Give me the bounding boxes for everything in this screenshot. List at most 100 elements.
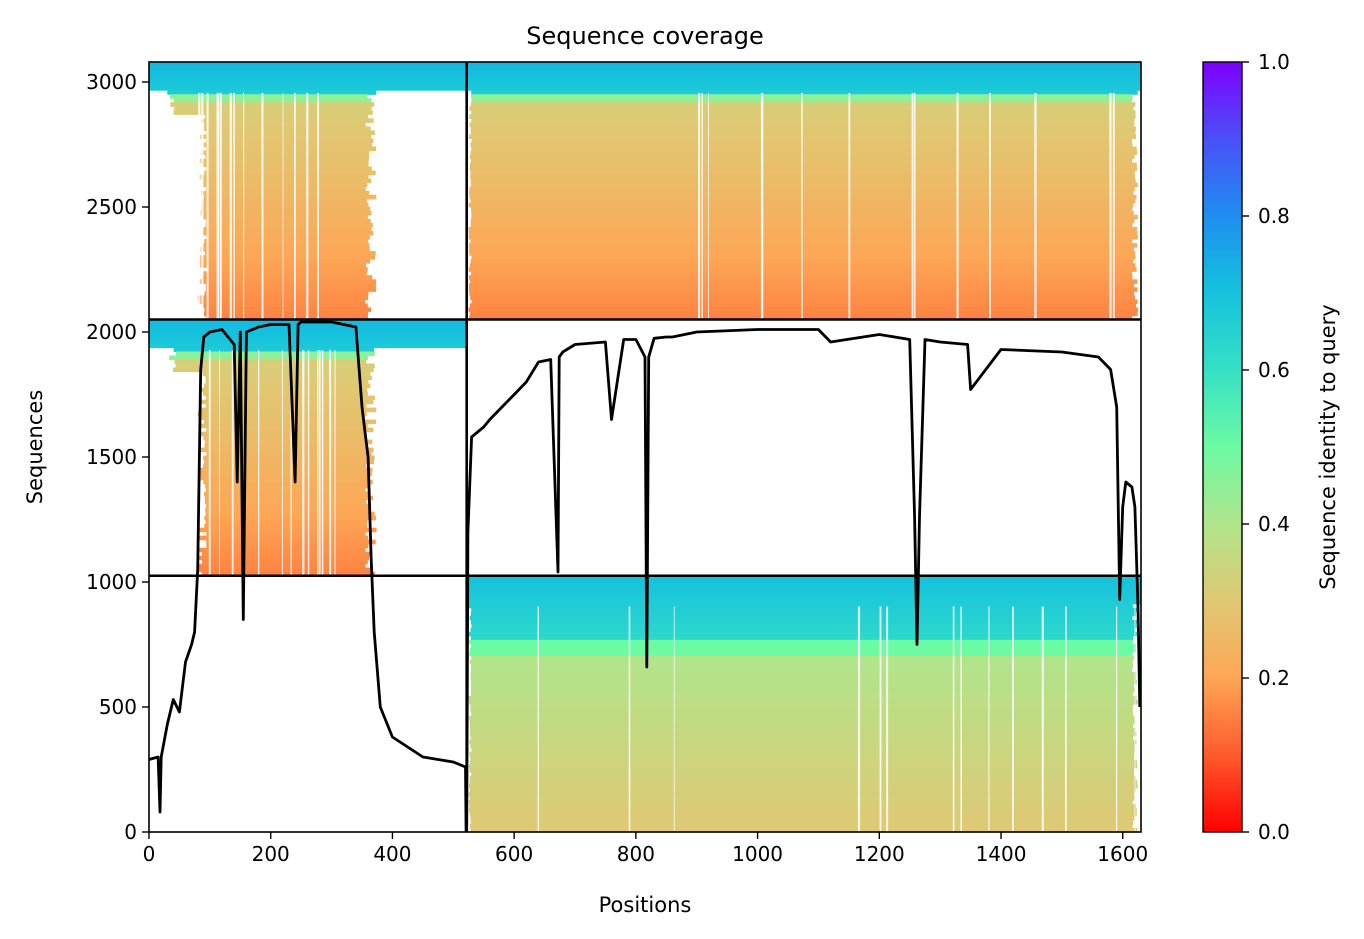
msa-row [470,198,1136,204]
msa-gap-column [216,92,219,320]
msa-row [203,479,373,485]
msa-row [471,90,1138,95]
msa-row [202,231,374,236]
msa-row [204,495,374,501]
msa-row [173,347,374,353]
msa-row [470,619,1138,625]
msa-row [470,130,1136,135]
msa-row [200,399,374,405]
msa-row [206,166,372,172]
y-tick-label: 3000 [86,70,137,94]
msa-row [470,102,1136,107]
msa-row [169,94,368,99]
msa-row [198,279,377,284]
msa-row [470,727,1136,733]
msa-row [198,527,377,533]
msa-row [471,663,1133,669]
msa-gap-column [848,92,851,320]
msa-row [149,74,467,79]
msa-row [205,287,377,292]
msa-row [469,243,1138,248]
msa-row [466,82,1141,87]
msa-row [203,303,368,308]
msa-row [204,459,374,465]
msa-row [469,775,1136,781]
x-tick-label: 400 [373,842,411,866]
msa-row [201,162,369,168]
msa-row [149,335,467,341]
msa-row [471,214,1138,220]
msa-row [173,110,373,115]
msa-row [202,198,368,204]
msa-row [466,66,1141,71]
msa-gap-column [318,350,321,576]
msa-gap-column [701,92,703,320]
msa-row [470,824,1133,829]
x-tick-label: 200 [252,842,290,866]
msa-row [470,126,1136,131]
msa-row [470,691,1133,697]
msa-row [468,603,1133,609]
msa-row [149,78,467,83]
msa-row [471,771,1135,777]
msa-row [469,699,1138,705]
msa-row [149,82,467,87]
msa-row [471,643,1136,649]
msa-row [471,110,1136,115]
msa-row [200,247,370,252]
msa-row [206,235,370,240]
msa-row [205,315,368,321]
msa-row [206,427,374,433]
msa-gap-column [317,350,319,576]
msa-row [466,583,1141,589]
msa-row [470,150,1138,156]
msa-row [468,792,1135,797]
msa-row [471,655,1134,661]
msa-row [149,62,467,67]
msa-row [468,695,1137,701]
colorbar-ticks: 0.0 0.2 0.4 0.6 0.8 1.0 [1242,50,1290,844]
msa-row [206,138,374,143]
msa-row [470,611,1136,617]
msa-row [470,667,1132,673]
msa-row [469,804,1137,809]
msa-row [205,154,370,160]
colorbar-tick-label: 0.0 [1258,820,1290,844]
x-axis-label: Positions [599,893,692,917]
msa-row [199,158,369,164]
msa-row [201,387,368,393]
msa-row [198,467,373,473]
msa-row [203,271,367,276]
y-tick-label: 2000 [86,320,137,344]
y-tick-label: 0 [124,820,137,844]
msa-row [204,523,367,529]
msa-row [201,275,373,280]
msa-row [470,788,1136,793]
msa-row [469,779,1138,785]
msa-row [203,142,373,148]
msa-gap-column [243,92,245,320]
msa-gap-column [281,350,283,576]
msa-row [468,808,1137,813]
msa-gap-column [219,350,220,576]
msa-row [468,631,1137,637]
msa-row [471,607,1138,613]
msa-row [470,635,1134,641]
msa-gap-column [1041,606,1044,832]
msa-row [468,235,1138,240]
msa-row [198,255,375,260]
msa-row [470,178,1136,184]
msa-row [149,331,467,337]
msa-gap-column [317,92,319,320]
y-tick-label: 1500 [86,445,137,469]
x-tick-label: 1400 [976,842,1027,866]
y-tick-label: 2500 [86,195,137,219]
msa-row [167,90,377,95]
msa-row [203,243,370,248]
msa-row [203,463,367,469]
msa-gap-column [698,92,701,320]
msa-gap-column [231,350,234,576]
msa-row [205,483,368,489]
msa-row [469,796,1136,801]
msa-row [466,70,1141,75]
